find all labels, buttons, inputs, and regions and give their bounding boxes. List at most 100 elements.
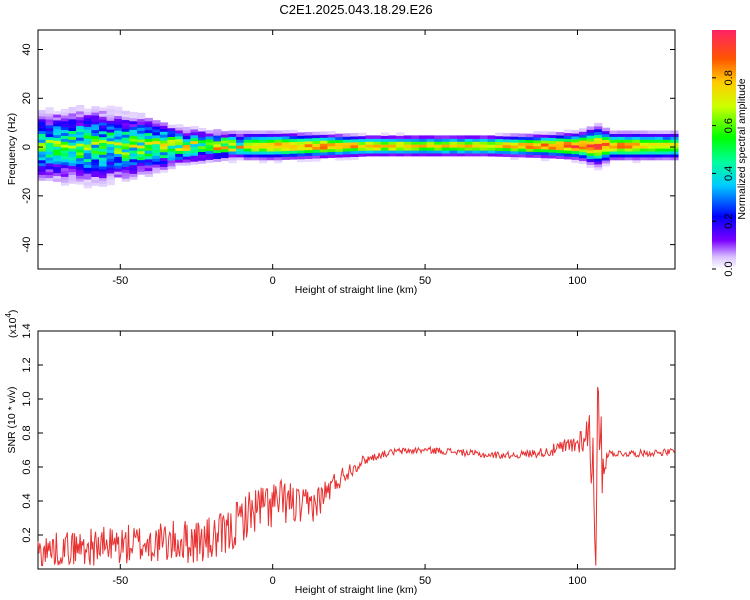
heatmap-cell [121,157,130,162]
heatmap-cell [228,156,237,161]
heatmap-cell [479,152,489,157]
heatmap-cell [479,138,489,142]
heatmap-cell [83,179,92,183]
heatmap-cell [594,125,603,130]
heatmap-cell [106,164,115,168]
heatmap-cell [495,138,504,143]
heatmap-cell [601,142,611,146]
heatmap-cell [76,154,85,159]
heatmap-cell [388,144,397,148]
heatmap-cell [525,145,534,149]
heatmap-cell [319,134,329,138]
heatmap-cell [594,131,603,136]
heatmap-cell [68,118,77,123]
heatmap-cell [594,160,603,165]
heatmap-cell [129,176,138,180]
heatmap-cell [83,184,92,189]
heatmap-cell [571,141,580,146]
heatmap-cell [83,126,92,130]
heatmap-cell [159,128,169,132]
heatmap-cell [175,132,184,137]
heatmap-cell [38,118,47,123]
heatmap-cell [91,161,100,166]
heatmap-cell [579,143,588,147]
heatmap-cell [159,154,169,159]
heatmap-cell [137,139,146,143]
heatmap-cell [91,179,100,183]
heatmap-cell [251,142,260,146]
heatmap-cell [99,107,108,111]
heatmap-cell [502,150,511,154]
heatmap-cell [76,116,85,121]
heatmap-cell [175,147,184,151]
heatmap-cell [53,119,62,124]
heatmap-cell [563,132,572,136]
heatmap-cell [297,132,306,136]
heatmap-cell [68,165,77,169]
heatmap-cell [472,138,481,142]
heatmap-cell [259,133,268,137]
heatmap-cell [137,133,146,137]
heatmap-cell [144,170,153,175]
heatmap-cell [68,127,77,131]
heatmap-cell [411,138,420,142]
heatmap-cell [106,167,115,171]
heatmap-cell [441,141,450,145]
heatmap-cell [243,136,252,140]
heatmap-cell [403,144,412,148]
heatmap-cell [60,158,70,163]
heatmap-cell [137,124,146,128]
heatmap-cell [479,135,489,139]
heatmap-cell [510,144,519,149]
heatmap-cell [495,150,504,154]
heatmap-cell [457,147,466,151]
heatmap-cell [571,130,580,134]
heatmap-cell [403,141,412,145]
heatmap-cell [152,149,161,153]
heatmap-cell [251,145,260,149]
heatmap-cell [83,141,92,145]
heatmap-cell [380,135,390,139]
heatmap-cell [624,153,633,158]
heatmap-cell [632,156,641,161]
heatmap-cell [91,167,100,172]
heatmap-cell [106,108,115,112]
heatmap-cell [274,148,283,152]
heatmap-cell [213,132,222,136]
heatmap-cell [76,119,85,124]
heatmap-cell [335,139,344,143]
heatmap-cell [449,135,458,139]
heatmap-cell [190,155,199,159]
heatmap-cell [99,113,108,117]
heatmap-cell [114,147,123,152]
heatmap-cell [175,124,184,128]
heatmap-cell [457,138,466,142]
heatmap-cell [373,138,382,142]
heatmap-cell [571,156,580,160]
heatmap-cell [106,120,115,124]
heatmap-cell [312,143,321,147]
heatmap-cell [106,114,115,118]
heatmap-cell [45,168,54,173]
x-tick-label: 0 [270,575,276,587]
heatmap-cell [502,147,511,152]
heatmap-cell [632,139,641,143]
heatmap-cell [289,150,298,154]
heatmap-cell [152,123,161,127]
heatmap-cell [449,144,458,148]
heatmap-cell [662,133,671,137]
heatmap-cell [419,135,428,139]
heatmap-cell [121,145,130,150]
heatmap-cell [137,142,146,146]
heatmap-cell [159,140,169,144]
heatmap-cell [624,156,633,161]
heatmap-cell [457,144,466,148]
heatmap-cell [159,122,169,126]
heatmap-cell [647,136,656,140]
heatmap-cell [38,148,47,152]
heatmap-cell [114,153,123,157]
heatmap-cell [297,158,306,163]
heatmap-cell [99,145,108,149]
heatmap-cell [563,144,572,148]
heatmap-cell [68,121,77,126]
